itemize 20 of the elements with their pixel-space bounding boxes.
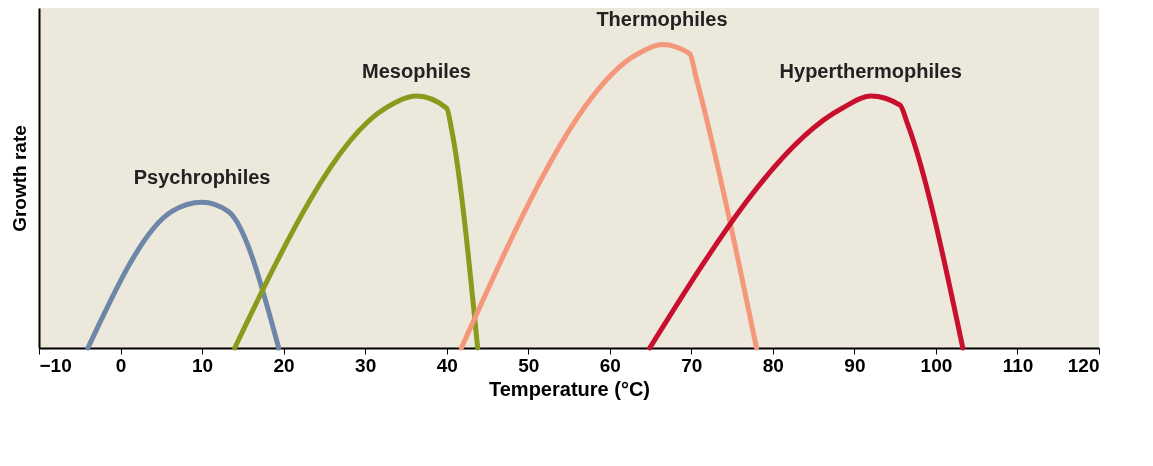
x-tick-label: 90 (844, 354, 866, 376)
x-tick-label: 50 (518, 354, 540, 376)
x-tick-label: 0 (115, 354, 127, 376)
x-tick-label: 120 (1067, 354, 1100, 376)
x-tick-label: 30 (355, 354, 377, 376)
x-tick-label: 60 (599, 354, 621, 376)
x-tick-label: 40 (436, 354, 458, 376)
series-label: Thermophiles (596, 8, 728, 31)
x-tick-label: 70 (681, 354, 703, 376)
x-tick-label: 20 (273, 354, 295, 376)
y-axis-title: Growth rate (8, 125, 30, 232)
series-label: Psychrophiles (133, 166, 271, 189)
x-tick-label: 80 (762, 354, 784, 376)
x-tick-label: 100 (920, 354, 953, 376)
series-label: Hyperthermophiles (779, 60, 962, 83)
x-tick-label: 110 (1002, 354, 1034, 376)
x-tick-label: −10 (39, 354, 72, 376)
x-tick-label: 10 (192, 354, 214, 376)
series-label: Mesophiles (362, 60, 471, 83)
x-axis-title: Temperature (°C) (489, 377, 650, 400)
